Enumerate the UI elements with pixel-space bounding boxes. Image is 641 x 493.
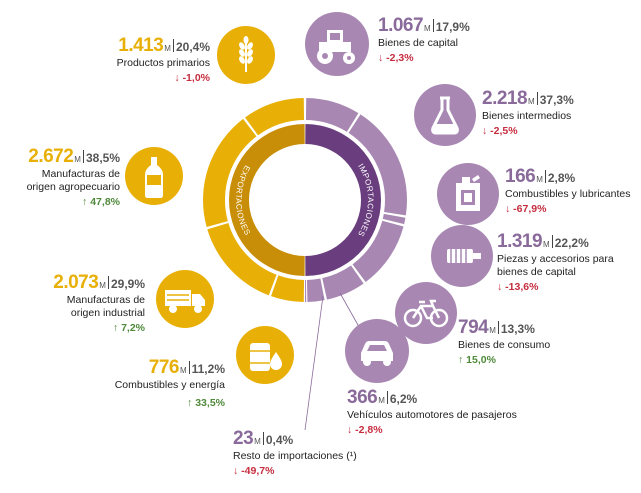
bottle-icon: [125, 147, 183, 205]
import-segment-6: [305, 279, 307, 302]
share: 2,8%: [547, 171, 576, 185]
unit: M: [179, 366, 187, 375]
tractor-icon: [305, 12, 369, 76]
unit: M: [528, 97, 535, 106]
label: Bienes intermedios: [482, 110, 572, 122]
unit: M: [99, 281, 106, 290]
change: ↑ 47,8%: [82, 196, 120, 209]
machine-part-icon: [431, 225, 493, 287]
value: 794: [458, 317, 489, 338]
value: 1.319: [497, 231, 543, 252]
label: Vehículos automotores de pasajeros: [347, 409, 517, 421]
truck-icon: [156, 270, 214, 328]
export-item-productos-primarios: 1.413M 20,4% Productos primarios ↓ -1,0%: [60, 36, 210, 84]
leader-resto: [304, 295, 324, 431]
import-segment-1: [348, 114, 407, 216]
unit: M: [543, 240, 550, 249]
value: 1.413: [118, 35, 164, 56]
change: ↑ 33,5%: [187, 397, 225, 410]
share: 22,2%: [554, 236, 589, 250]
unit: M: [378, 396, 385, 405]
label: Piezas y accesorios para bienes de capit…: [497, 253, 614, 279]
label: Resto de importaciones (¹): [233, 450, 357, 462]
unit: M: [74, 155, 81, 164]
share: 6,2%: [389, 392, 418, 406]
imports-inner-arc: [305, 124, 381, 276]
unit: M: [254, 437, 261, 446]
change: ↓ -2,8%: [347, 424, 383, 437]
value: 166: [505, 166, 536, 187]
export-segment-3: [271, 275, 305, 302]
export-item-moa: 2.672M 38,5% Manufacturas de origen agrop…: [2, 147, 120, 208]
label: Manufacturas de origen agropecuario: [26, 168, 120, 194]
value: 2.073: [53, 272, 99, 293]
label: Manufacturas de origen industrial: [66, 294, 145, 320]
change: ↓ -67,9%: [505, 203, 547, 216]
wheat-icon: [217, 26, 275, 84]
jerrycan-icon: [437, 163, 499, 225]
export-item-combustibles-energia: 776M 11,2% Combustibles y energía ↑ 33,5%: [95, 358, 225, 409]
label: Bienes de consumo: [458, 339, 551, 351]
unit: M: [489, 326, 496, 335]
value: 23: [233, 428, 254, 449]
import-item-bienes-capital: 1.067M 17,9% Bienes de capital ↓ -2,3%: [378, 16, 508, 64]
share: 11,2%: [191, 362, 225, 376]
label: Combustibles y energía: [114, 379, 225, 391]
import-segment-2: [382, 213, 406, 225]
bicycle-icon: [395, 282, 457, 344]
value: 2.218: [482, 88, 528, 109]
import-segment-4: [322, 265, 364, 300]
unit: M: [536, 175, 543, 184]
share: 29,9%: [110, 277, 145, 291]
share: 17,9%: [435, 20, 470, 34]
import-item-resto: 23M 0,4% Resto de importaciones (¹) ↓ -49…: [233, 429, 363, 477]
flask-icon: [414, 84, 476, 146]
export-segment-1: [203, 118, 257, 228]
share: 13,3%: [500, 322, 535, 336]
label: Bienes de capital: [378, 37, 458, 49]
exports-inner-arc: [229, 124, 305, 276]
change: ↓ -1,0%: [174, 72, 210, 85]
change: ↓ -13,6%: [497, 281, 539, 294]
value: 366: [347, 387, 378, 408]
value: 1.067: [378, 15, 424, 36]
import-item-bienes-intermedios: 2.218M 37,3% Bienes intermedios ↓ -2,5%: [482, 89, 622, 137]
export-item-moi: 2.073M 29,9% Manufacturas de origen indus…: [20, 273, 145, 334]
import-item-vehiculos: 366M 6,2% Vehículos automotores de pasaje…: [347, 388, 527, 436]
change: ↑ 7,2%: [112, 322, 145, 335]
import-segment-3: [352, 220, 404, 283]
share: 38,5%: [85, 151, 120, 165]
unit: M: [164, 44, 171, 53]
change: ↓ -2,5%: [482, 125, 518, 138]
change: ↓ -2,3%: [378, 52, 414, 65]
change: ↓ -49,7%: [233, 465, 275, 478]
value: 776: [148, 357, 180, 378]
import-segment-5: [306, 278, 325, 302]
share: 37,3%: [539, 93, 574, 107]
label: Productos primarios: [116, 57, 210, 69]
share: 20,4%: [175, 40, 210, 54]
import-segment-0: [305, 98, 359, 132]
oil-barrel-icon: [236, 326, 294, 384]
car-icon: [345, 319, 409, 383]
export-segment-2: [207, 223, 277, 296]
donut-hole: [250, 145, 360, 255]
export-segment-0: [245, 98, 305, 136]
share: 0,4%: [265, 433, 294, 447]
import-item-bienes-consumo: 794M 13,3% Bienes de consumo ↑ 15,0%: [458, 318, 578, 366]
value: 2.672: [28, 146, 74, 167]
import-item-piezas-accesorios: 1.319M 22,2% Piezas y accesorios para bie…: [497, 232, 632, 293]
label: Combustibles y lubricantes: [505, 188, 631, 200]
change: ↑ 15,0%: [458, 354, 496, 367]
import-item-combustibles-lubricantes: 166M 2,8% Combustibles y lubricantes ↓ -6…: [505, 167, 640, 215]
unit: M: [424, 24, 431, 33]
